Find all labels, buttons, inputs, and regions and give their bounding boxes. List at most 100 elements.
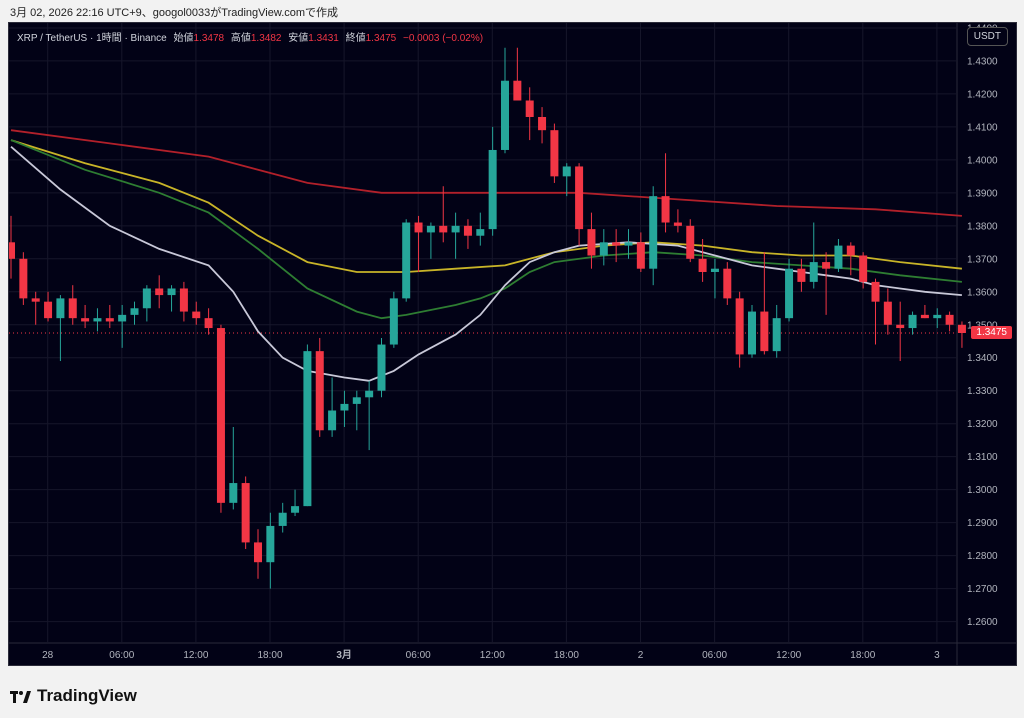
candle-body	[56, 298, 65, 319]
x-tick-label: 18:00	[554, 650, 579, 661]
y-tick-label: 1.3900	[967, 188, 998, 199]
candle-body	[340, 403, 349, 411]
x-tick-label: 06:00	[702, 650, 727, 661]
candle-body	[834, 245, 843, 269]
candle-body	[328, 410, 337, 431]
candle-body	[44, 301, 53, 319]
candle-body	[846, 245, 855, 256]
candle-body	[624, 242, 633, 246]
y-tick-label: 1.3400	[967, 353, 998, 364]
candle-body	[377, 344, 386, 391]
x-tick-label: 2	[638, 650, 644, 661]
change-value: −0.0003 (−0.02%)	[402, 33, 484, 44]
candle-body	[785, 268, 794, 319]
x-tick-label: 12:00	[776, 650, 801, 661]
moving-average-line	[10, 146, 962, 382]
open-value: 1.3478	[193, 33, 225, 44]
candle-body	[562, 166, 571, 177]
candle-body	[945, 314, 954, 325]
x-tick-label: 28	[42, 650, 54, 661]
candle-body	[229, 483, 238, 503]
candle-body	[130, 308, 139, 315]
candle-body	[710, 268, 719, 272]
tradingview-logo: TradingView	[10, 686, 137, 706]
candle-body	[192, 311, 201, 319]
moving-average-line	[10, 139, 962, 273]
candle-body	[698, 258, 707, 272]
candle-body	[809, 262, 818, 282]
y-tick-label: 1.3800	[967, 221, 998, 232]
candle-body	[105, 318, 114, 322]
x-tick-label: 18:00	[850, 650, 875, 661]
candle-body	[266, 525, 275, 563]
candle-body	[760, 311, 769, 352]
candle-body	[81, 318, 90, 322]
candle-body	[686, 225, 695, 259]
candle-body	[661, 196, 670, 223]
candle-body	[278, 512, 287, 526]
y-tick-label: 1.4200	[967, 89, 998, 100]
candle-body	[402, 222, 411, 299]
grid	[9, 23, 1016, 665]
candle-body	[748, 311, 756, 355]
candle-body	[550, 130, 559, 177]
y-tick-label: 1.3000	[967, 485, 998, 496]
candle-body	[772, 318, 781, 352]
candle-body	[291, 506, 300, 513]
candle-body	[414, 222, 423, 233]
close-label: 終値	[345, 33, 366, 44]
moving-average-line	[10, 129, 962, 217]
high-value: 1.3482	[250, 33, 282, 44]
candle-body	[599, 242, 608, 256]
candle-body	[575, 166, 584, 230]
candle-body	[871, 281, 880, 302]
y-tick-label: 1.2900	[967, 518, 998, 529]
y-tick-label: 1.3500	[967, 320, 998, 331]
y-tick-label: 1.2600	[967, 617, 998, 628]
candle-body	[723, 268, 732, 299]
candle-body	[612, 242, 621, 246]
candle-body	[883, 301, 892, 325]
y-tick-label: 1.4300	[967, 56, 998, 67]
candle-body	[649, 196, 658, 269]
candle-body	[426, 225, 435, 233]
open-label: 始値	[173, 33, 194, 44]
candlestick-chart[interactable]: 1.44001.43001.42001.41001.40001.39001.38…	[9, 23, 1016, 665]
candle-body	[587, 229, 596, 256]
candle-body	[254, 542, 262, 563]
candle-body	[303, 351, 312, 507]
y-tick-label: 1.3700	[967, 254, 998, 265]
candle-body	[315, 351, 324, 431]
candle-body	[167, 288, 176, 296]
y-tick-label: 1.4100	[967, 122, 998, 133]
chart-frame[interactable]: 1.44001.43001.42001.41001.40001.39001.38…	[8, 22, 1017, 666]
candle-body	[463, 225, 472, 236]
chart-caption: 3月 02, 2026 22:16 UTC+9、googol0033がTradi…	[10, 7, 339, 19]
candle-body	[204, 318, 213, 329]
x-tick-label: 06:00	[406, 650, 431, 661]
candle-body	[797, 268, 806, 282]
y-tick-label: 1.2700	[967, 584, 998, 595]
time-axis[interactable]: 28 06:00 12:00 18:00 3月 06:00 12:00 18:00 2 06:00…	[42, 649, 940, 661]
y-tick-label: 1.2800	[967, 551, 998, 562]
candle-body	[476, 229, 485, 236]
currency-button[interactable]: USDT	[966, 27, 1008, 46]
candle-body	[859, 255, 868, 282]
candle-body	[9, 242, 15, 259]
y-tick-label: 1.3100	[967, 452, 998, 463]
symbol-legend: XRP / TetherUS · 1時間 · Binance 始値1.3478 …	[17, 29, 483, 44]
symbol-name[interactable]: XRP / TetherUS · 1時間 · Binance	[17, 33, 167, 44]
candle-body	[155, 288, 164, 296]
candle-body	[920, 314, 929, 319]
candle-body	[352, 397, 361, 404]
x-tick-label: 3月	[336, 649, 352, 661]
brand-name: TradingView	[37, 686, 137, 705]
candle-body	[142, 288, 151, 309]
x-tick-label: 12:00	[480, 650, 505, 661]
candle-body	[908, 314, 917, 329]
candle-body	[896, 324, 905, 329]
x-tick-label: 06:00	[109, 650, 134, 661]
candle-body	[389, 298, 398, 345]
candle-body	[241, 483, 250, 543]
candle-body	[365, 390, 374, 398]
